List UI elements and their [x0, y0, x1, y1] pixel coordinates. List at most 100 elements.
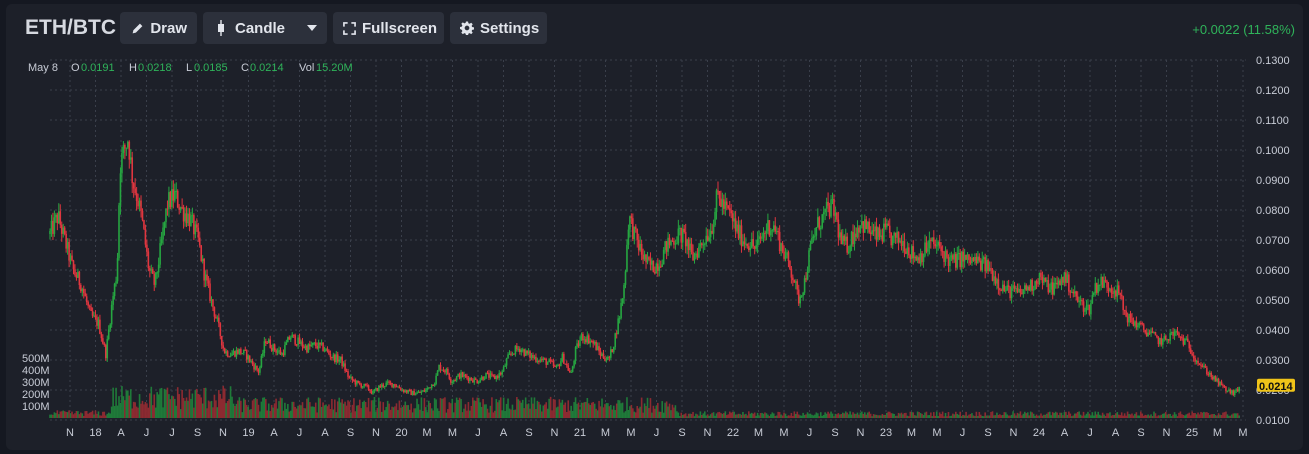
fullscreen-button[interactable]: Fullscreen [333, 12, 444, 44]
volume-bar [69, 413, 72, 418]
volume-bar [115, 387, 117, 418]
volume-bar [143, 404, 145, 418]
settings-button[interactable]: Settings [450, 12, 547, 44]
x-tick-label: N [704, 427, 712, 439]
candle-body [770, 230, 772, 236]
volume-bar [275, 398, 277, 418]
candle-body [210, 299, 213, 302]
candle-body [690, 243, 693, 252]
volume-bar [304, 408, 307, 418]
candle-body [1208, 372, 1211, 375]
volume-bar [472, 397, 474, 418]
volume-bar [734, 414, 737, 418]
volume-bar [401, 406, 404, 418]
volume-bar [955, 411, 957, 418]
volume-bar [727, 414, 730, 418]
volume-bar [1048, 411, 1051, 418]
volume-bar [1024, 411, 1026, 418]
candle-body [285, 342, 288, 345]
volume-bar [426, 412, 429, 418]
volume-bar [1047, 412, 1050, 418]
candle-body [147, 251, 150, 269]
candle-body [646, 257, 649, 263]
price-chart[interactable]: 0.13000.12000.11000.10000.09000.08000.07… [6, 4, 1303, 450]
candle-body [737, 224, 740, 239]
volume-bar [292, 401, 295, 418]
candle-body [250, 360, 252, 362]
volume-bar [66, 412, 69, 418]
candle-body [1085, 305, 1088, 311]
volume-bar [1100, 415, 1102, 418]
candle-body [756, 238, 759, 246]
candle-body [276, 351, 279, 353]
volume-bar [317, 397, 320, 418]
volume-bar [480, 406, 483, 418]
volume-bar [411, 412, 414, 418]
volume-bar [1228, 415, 1230, 418]
candle-body [1122, 296, 1124, 311]
volume-bar [723, 413, 725, 418]
candle-body [972, 257, 975, 261]
volume-bar [1167, 413, 1170, 418]
volume-bar [137, 407, 139, 418]
candle-body [216, 317, 219, 319]
volume-bar [191, 393, 194, 418]
volume-bar [423, 398, 426, 418]
volume-bar [256, 399, 258, 418]
volume-bar [935, 411, 938, 418]
volume-bar [542, 405, 545, 418]
candle-body [1219, 381, 1221, 386]
volume-bar [655, 405, 658, 418]
volume-bar [404, 401, 407, 418]
candle-body [342, 363, 345, 367]
candle-body [1021, 292, 1023, 294]
candle-body [934, 244, 937, 247]
volume-bar [339, 402, 342, 418]
volume-bar [906, 415, 909, 418]
candle-body [510, 353, 512, 355]
candle-body [260, 355, 263, 367]
candle-body [872, 230, 875, 232]
candle-body [893, 232, 895, 236]
volume-bar [1170, 416, 1173, 418]
candle-body [1225, 386, 1227, 392]
volume-bar [1078, 411, 1080, 418]
candle-body [265, 341, 267, 343]
candle-body [580, 334, 583, 341]
volume-bar [1110, 415, 1113, 418]
volume-bar [375, 411, 377, 418]
candle-body [841, 235, 844, 245]
x-tick-label: A [270, 427, 278, 439]
volume-bar [1051, 412, 1054, 418]
candle-body [232, 351, 235, 354]
x-tick-label: A [321, 427, 329, 439]
volume-bar [890, 413, 893, 418]
volume-bar [919, 413, 922, 418]
candle-body [941, 251, 944, 253]
volume-bar [1192, 412, 1195, 418]
chart-type-select[interactable]: Candle [203, 12, 327, 44]
candle-body [1186, 338, 1189, 342]
volume-bar [1233, 413, 1236, 418]
candle-body [100, 333, 103, 339]
candle-body [971, 257, 973, 264]
volume-bar [369, 411, 371, 418]
ohlc-legend: May 8 O 0.0191 H 0.0218 L 0.0185 C 0.021… [28, 62, 353, 74]
volume-bar [414, 408, 417, 418]
volume-bar [354, 411, 357, 418]
volume-bar [717, 412, 719, 418]
volume-bar [626, 397, 628, 418]
volume-bar [265, 399, 267, 418]
draw-button[interactable]: Draw [120, 12, 197, 44]
candle-body [868, 221, 870, 233]
volume-bar [165, 389, 167, 418]
volume-bar [432, 410, 434, 418]
x-tick-label: 18 [89, 427, 101, 439]
volume-bar [1162, 413, 1164, 418]
candle-body [825, 201, 828, 209]
volume-bar [1126, 411, 1129, 418]
candle-body [1229, 389, 1232, 394]
candle-body [1007, 285, 1010, 287]
volume-bar [1182, 414, 1185, 418]
candle-body [909, 255, 912, 260]
